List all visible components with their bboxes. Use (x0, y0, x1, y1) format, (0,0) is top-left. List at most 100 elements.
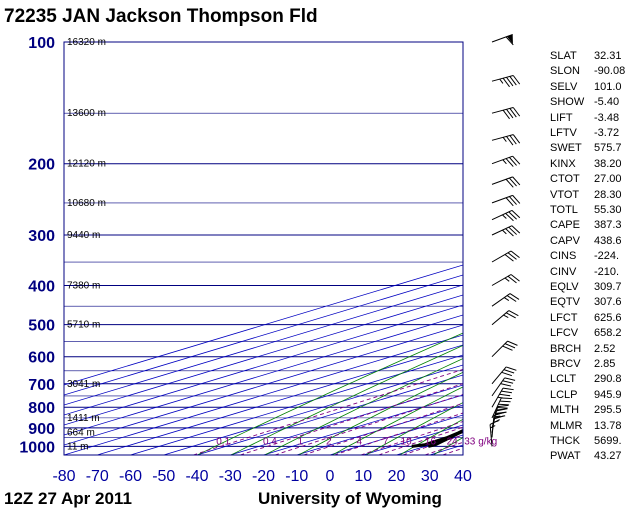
stat-row-pwat: PWAT 43.27 (550, 450, 630, 463)
wind-barb (491, 293, 520, 307)
wind-barb (491, 250, 520, 263)
wind-barb (491, 134, 521, 146)
stat-row-lift: LIFT -3.48 (550, 112, 630, 125)
stat-name: CAPV (550, 234, 580, 247)
dry-adiabat-360 (636, 42, 640, 455)
stat-name: LFCT (550, 311, 578, 324)
pressure-tick-label: 100 (28, 35, 55, 52)
mixing-ratio-16 (402, 434, 463, 455)
stat-row-capv: CAPV 438.6 (550, 235, 630, 248)
height-label: 7380 m (67, 280, 100, 291)
stat-row-cins: CINS -224. (550, 250, 630, 263)
wind-barb (491, 366, 517, 385)
stat-name: SWET (550, 142, 582, 155)
temperature-tick-label: -20 (252, 468, 275, 485)
isotherm--120 (64, 294, 463, 416)
stat-row-mlth: MLTH 295.5 (550, 404, 630, 417)
height-label: 664 m (67, 428, 95, 439)
stat-name: EQTV (550, 296, 580, 309)
stat-name: LFCV (550, 327, 579, 340)
stat-name: SLON (550, 65, 580, 78)
pressure-tick-label: 900 (28, 421, 55, 438)
wind-barb (491, 176, 521, 188)
wind-barb (491, 387, 514, 408)
stat-row-cape: CAPE 387.3 (550, 219, 630, 232)
height-label: 10680 m (67, 198, 106, 209)
dry-adiabat-240 (230, 344, 463, 455)
wind-barb (491, 397, 513, 419)
mixing-ratio-label: 16 (425, 436, 437, 447)
stat-name: VTOT (550, 188, 580, 201)
stat-row-show: SHOW -5.40 (550, 96, 630, 109)
isotherm--130 (64, 284, 463, 406)
pressure-tick-label: 600 (28, 350, 55, 367)
stat-value: 2.52 (594, 342, 616, 355)
stat-value: 945.9 (594, 388, 622, 401)
wind-barb (491, 377, 516, 397)
stat-name: CINV (550, 265, 577, 278)
mixing-ratio-label: g/kg (478, 436, 497, 447)
stat-row-mlmr: MLMR 13.78 (550, 420, 630, 433)
mixing-ratio-0.1 (193, 368, 463, 455)
isotherm--150 (64, 264, 463, 386)
stat-row-kinx: KINX 38.20 (550, 158, 630, 171)
stat-name: CTOT (550, 173, 580, 186)
temperature-tick-label: -60 (119, 468, 142, 485)
pressure-tick-label: 700 (28, 377, 55, 394)
stat-row-totl: TOTL 55.30 (550, 204, 630, 217)
wind-barb (491, 274, 520, 286)
stat-row-lfcv: LFCV 658.2 (550, 327, 630, 340)
dry-adiabat-260 (298, 371, 463, 455)
stat-value: 2.85 (594, 358, 616, 370)
mixing-ratio-label: 2 (326, 436, 332, 447)
height-label: 3041 m (67, 379, 100, 390)
wind-barb (491, 310, 519, 326)
stat-value: 575.7 (594, 142, 622, 155)
wind-barbs (489, 34, 521, 447)
dry-adiabat-250 (264, 358, 463, 455)
stat-row-eqtv: EQTV 307.6 (550, 296, 630, 309)
temperature-tick-label: -50 (152, 468, 175, 485)
isotherm--80 (64, 334, 463, 455)
pressure-tick-label: 400 (28, 278, 55, 295)
stat-row-slat: SLAT 32.31 (550, 50, 630, 63)
stat-value: 658.2 (594, 327, 622, 340)
isotherm--100 (64, 314, 463, 436)
dry-adiabat-230 (197, 332, 463, 455)
temperature-tick-label: 0 (326, 468, 335, 485)
wind-barb (491, 155, 521, 167)
stat-name: EQLV (550, 281, 579, 293)
stat-name: LFTV (550, 127, 577, 139)
stat-row-thck: THCK 5699. (550, 435, 630, 448)
mixing-ratio-label: 0.4 (263, 436, 277, 447)
height-label: 11 m (67, 441, 89, 452)
mixing-ratio-label: 10 (401, 436, 413, 447)
height-label: 16320 m (67, 37, 106, 48)
stat-row-eqlv: EQLV 309.7 (550, 281, 630, 294)
stat-value: 28.30 (594, 188, 622, 201)
stat-value: 5699. (594, 435, 622, 447)
stat-row-brcv: BRCV 2.85 (550, 358, 630, 371)
stat-name: SELV (550, 80, 578, 93)
isotherm--70 (97, 344, 463, 455)
stat-value: 625.6 (594, 311, 622, 324)
stat-name: LIFT (550, 111, 573, 124)
observation-time: 12Z 27 Apr 2011 (4, 489, 132, 508)
temperature-tick-label: 40 (454, 468, 472, 485)
wind-barb (491, 408, 507, 433)
dry-adiabat-280 (365, 402, 463, 455)
stat-value: 290.8 (594, 373, 622, 386)
isotherm--90 (64, 324, 463, 446)
dry-adiabat-290 (399, 418, 463, 455)
wind-barb (491, 107, 521, 120)
stat-value: -210. (594, 265, 620, 278)
isotherm--110 (64, 304, 463, 426)
chart-grid (64, 42, 640, 455)
temperature-tick-label: 30 (421, 468, 439, 485)
isotherm--30 (230, 384, 463, 455)
stat-value: -224. (594, 250, 620, 263)
stat-name: CINS (550, 250, 577, 263)
stat-row-vtot: VTOT 28.30 (550, 189, 630, 202)
stat-value: 101.0 (594, 80, 622, 93)
mixing-ratio-label: 33 (464, 436, 476, 447)
